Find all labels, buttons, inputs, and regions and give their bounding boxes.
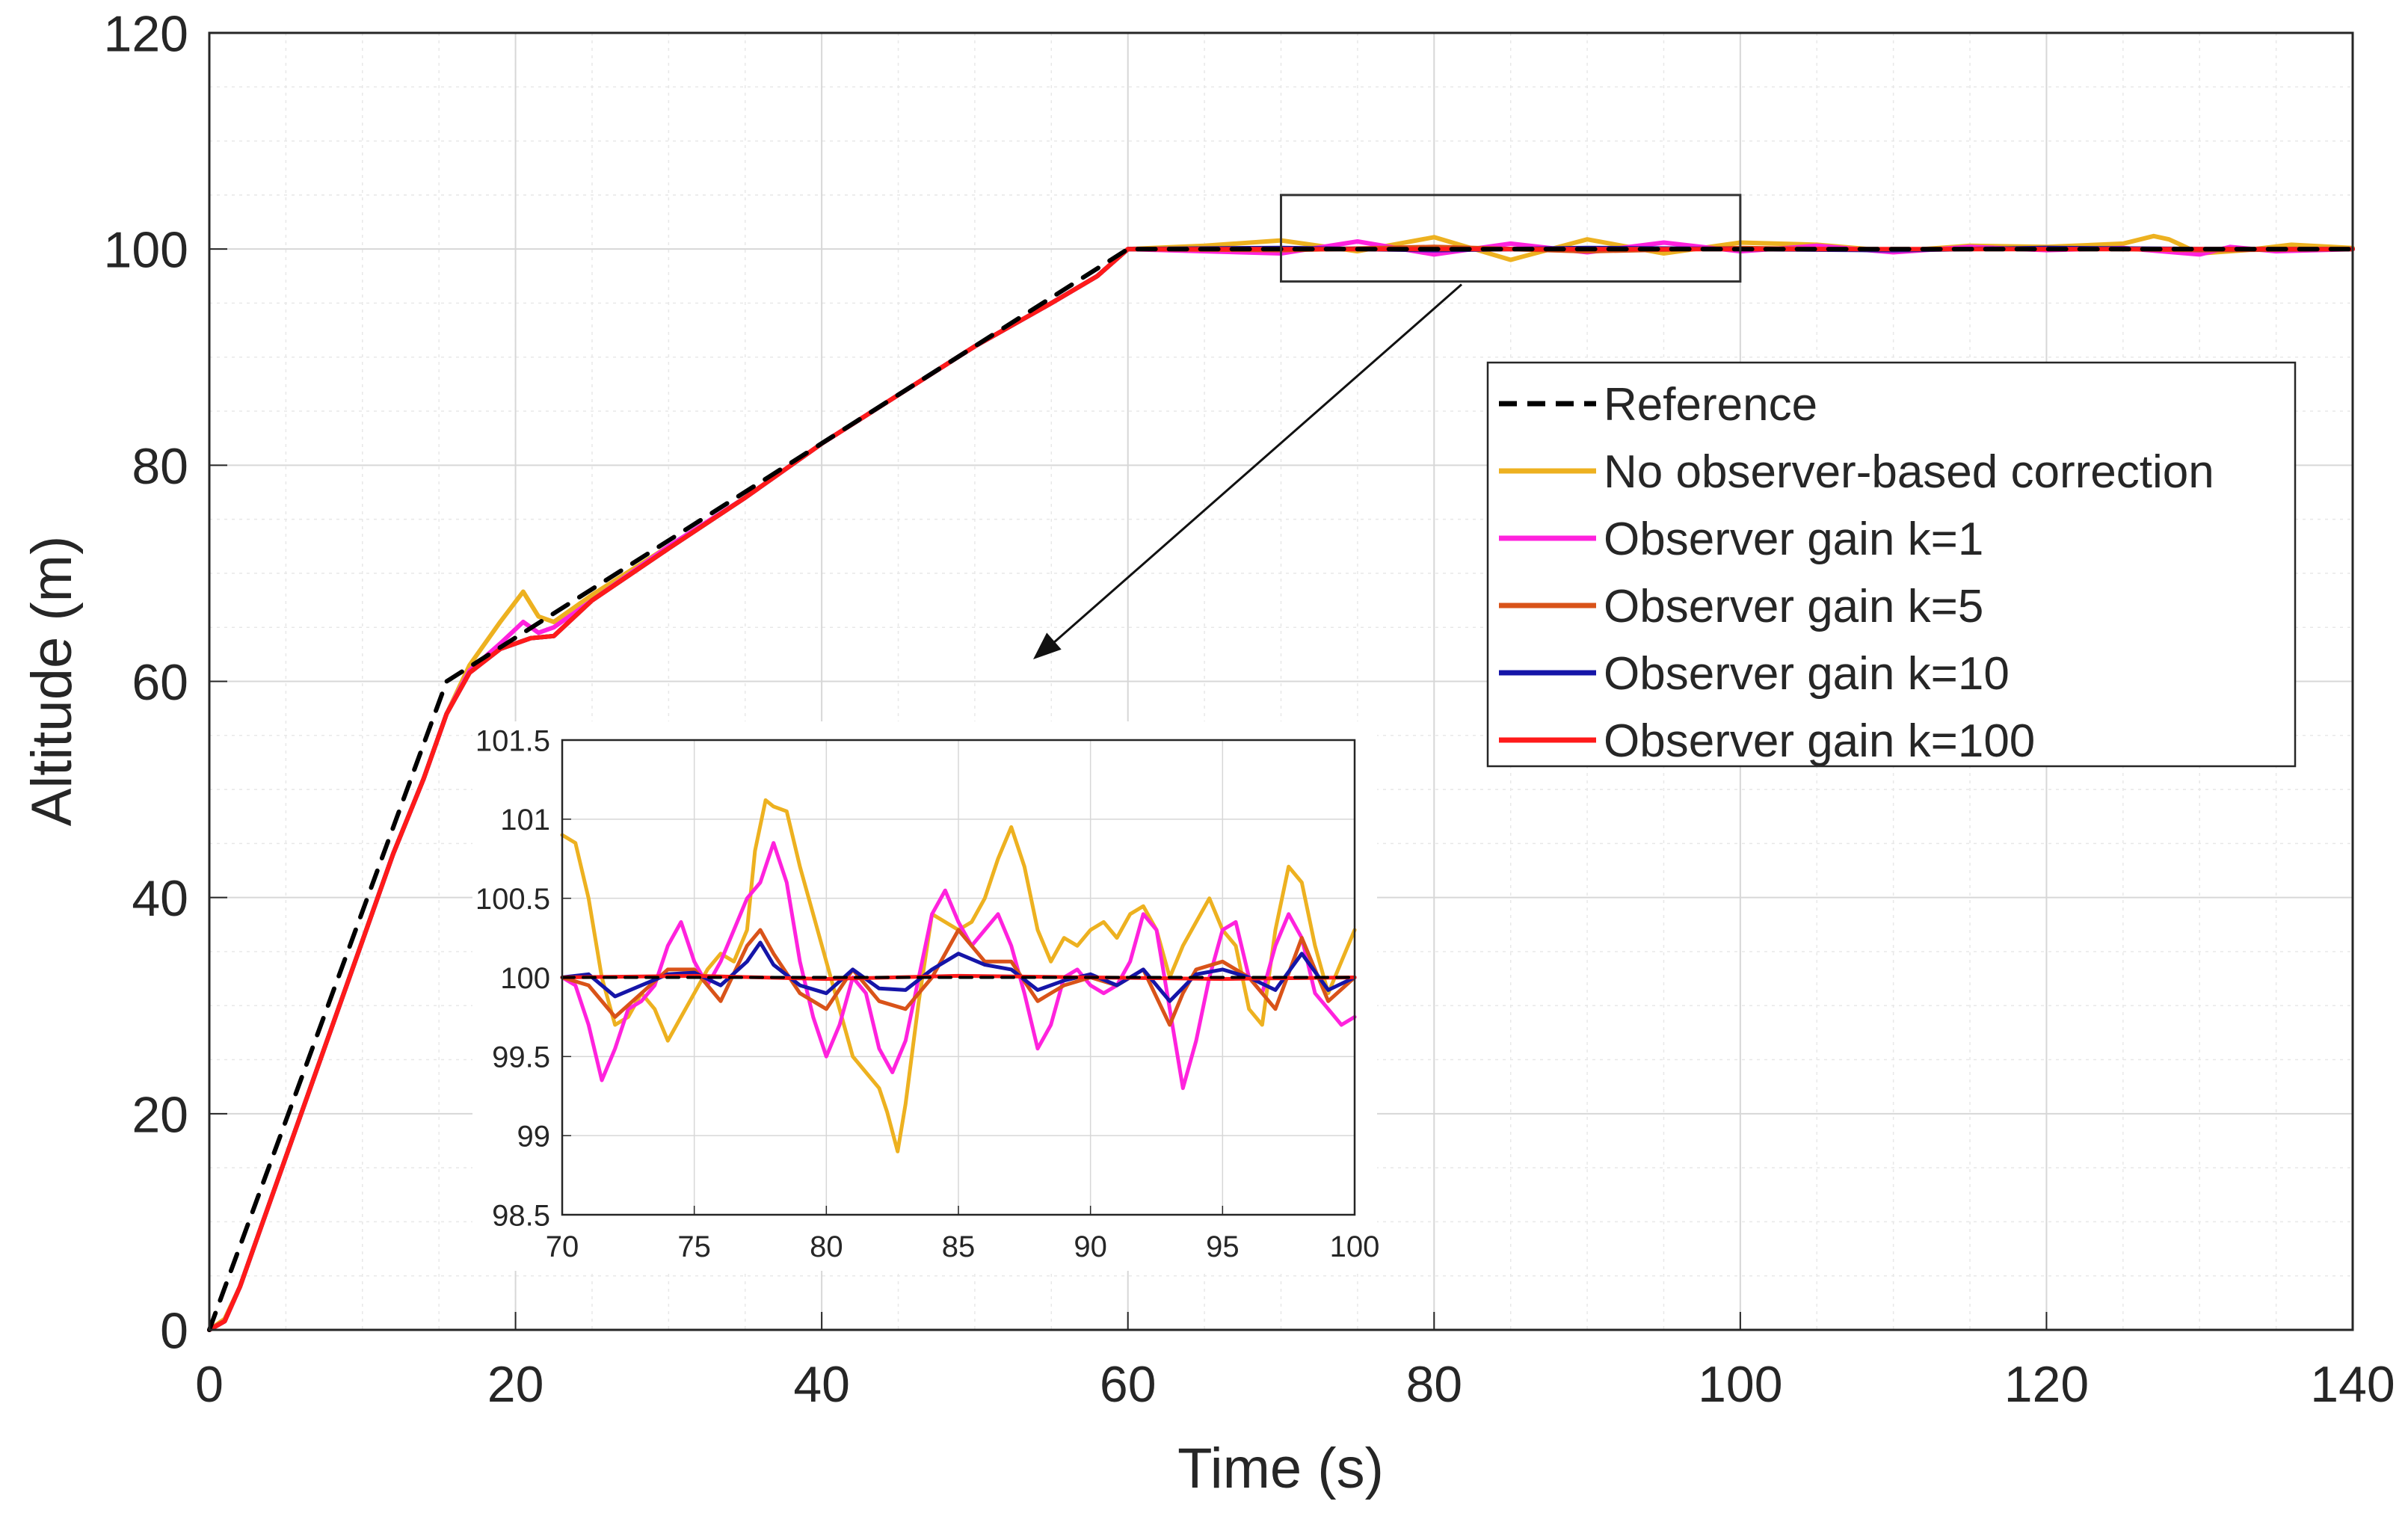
legend-label: No observer-based correction bbox=[1604, 446, 2214, 498]
x-tick-label: 75 bbox=[677, 1230, 711, 1263]
x-tick-label: 90 bbox=[1074, 1230, 1107, 1263]
legend: Reference No observer-based correction Obs… bbox=[1486, 361, 2297, 768]
y-tick-label: 100 bbox=[104, 222, 188, 279]
inset-no-observer-based-correction-line bbox=[560, 798, 1357, 1153]
x-tick-label: 60 bbox=[1100, 1356, 1157, 1413]
x-tick-label: 95 bbox=[1206, 1230, 1240, 1263]
x-tick-label: 80 bbox=[1405, 1356, 1462, 1413]
legend-label: Observer gain k=5 bbox=[1604, 581, 1983, 632]
zoom-arrow-head bbox=[1033, 632, 1062, 659]
x-axis-label: Time (s) bbox=[1177, 1437, 1384, 1500]
y-tick-label: 100.5 bbox=[475, 883, 550, 916]
legend-item-observer-gain-k-100: Observer gain k=100 bbox=[1499, 715, 2035, 767]
legend-box bbox=[1486, 361, 2297, 768]
legend-label: Observer gain k=10 bbox=[1604, 648, 2010, 700]
x-tick-label: 70 bbox=[546, 1230, 579, 1263]
y-tick-label: 98.5 bbox=[492, 1199, 550, 1232]
y-tick-label: 80 bbox=[132, 438, 188, 495]
x-tick-label: 100 bbox=[1330, 1230, 1380, 1263]
y-tick-label: 99 bbox=[517, 1121, 551, 1153]
legend-item-reference: Reference bbox=[1499, 379, 1817, 431]
inset-observer-gain-k-1-line bbox=[560, 841, 1357, 1091]
y-tick-label: 40 bbox=[132, 870, 188, 927]
legend-label: Observer gain k=100 bbox=[1604, 715, 2035, 767]
y-tick-label: 100 bbox=[500, 962, 550, 995]
x-tick-label: 80 bbox=[810, 1230, 843, 1263]
y-tick-label: 120 bbox=[104, 5, 188, 62]
inset-series bbox=[560, 798, 1357, 1153]
legend-item-observer-gain-k-1: Observer gain k=1 bbox=[1499, 514, 1983, 565]
y-tick-label: 99.5 bbox=[492, 1041, 550, 1074]
legend-item-observer-gain-k-10: Observer gain k=10 bbox=[1499, 648, 2010, 700]
main-tick-labels: 0 20 40 60 80 100 120 140 0 20 40 60 80 100 120 bbox=[104, 5, 2395, 1413]
x-tick-label: 100 bbox=[1698, 1356, 1782, 1413]
zoom-indicator bbox=[1033, 194, 1742, 659]
inset-chart: 70 75 80 85 90 95 100 98.5 99 99.5 100 100.5 101 101.… bbox=[472, 721, 1379, 1271]
y-tick-label: 20 bbox=[132, 1086, 188, 1143]
inset-frame bbox=[561, 739, 1356, 1216]
legend-label: Observer gain k=1 bbox=[1604, 514, 1983, 565]
x-tick-label: 40 bbox=[793, 1356, 850, 1413]
y-tick-label: 0 bbox=[160, 1302, 188, 1359]
inset-tick-labels: 70 75 80 85 90 95 100 98.5 99 99.5 100 100.5 101 101.… bbox=[475, 724, 1379, 1263]
y-tick-label: 60 bbox=[132, 654, 188, 711]
x-tick-label: 20 bbox=[487, 1356, 544, 1413]
y-axis-label: Altitude (m) bbox=[20, 536, 84, 827]
y-tick-label: 101.5 bbox=[475, 724, 550, 757]
x-tick-label: 85 bbox=[942, 1230, 976, 1263]
legend-item-observer-gain-k-5: Observer gain k=5 bbox=[1499, 581, 1983, 632]
main-plot-frame bbox=[208, 31, 2354, 1331]
y-tick-label: 101 bbox=[500, 804, 550, 836]
inset-observer-gain-k-5-line bbox=[560, 928, 1357, 1027]
zoom-box bbox=[1280, 194, 1742, 283]
x-tick-label: 0 bbox=[195, 1356, 224, 1413]
x-tick-label: 120 bbox=[2004, 1356, 2089, 1413]
legend-item-no-observer-based-correction: No observer-based correction bbox=[1499, 446, 2214, 498]
inset-observer-gain-k-100-line bbox=[560, 973, 1357, 982]
zoom-arrow-line bbox=[1046, 283, 1462, 650]
x-tick-label: 140 bbox=[2310, 1356, 2395, 1413]
legend-label: Reference bbox=[1604, 379, 1817, 431]
